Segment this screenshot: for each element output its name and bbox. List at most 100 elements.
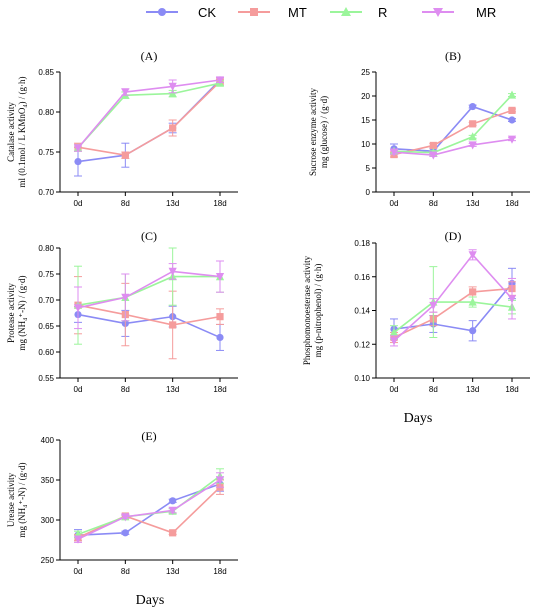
x-tick-label-e: 18d (213, 567, 226, 576)
point-mr (121, 513, 130, 522)
y-tick-label-c: 0.65 (38, 322, 54, 331)
point-mt (169, 124, 177, 132)
point-mt (169, 321, 177, 329)
y-tick-label-a: 0.80 (38, 108, 54, 117)
point-mr (468, 251, 477, 260)
y-tick-label-e: 400 (41, 436, 55, 445)
point-r (507, 90, 517, 99)
x-tick-label-d: 13d (466, 385, 479, 394)
x-tick-label-b: 18d (505, 199, 518, 208)
series-line-r (393, 94, 513, 154)
y-axis-label-e: mg (NH₄⁺-N) / (g·d) (17, 462, 27, 537)
y-tick-label-b: 5 (366, 164, 371, 173)
point-r (468, 297, 477, 306)
point-mr (73, 144, 83, 153)
legend-label-ck: CK (198, 5, 216, 20)
y-tick-label-c: 0.75 (38, 270, 54, 279)
x-tick-label-b: 8d (429, 199, 438, 208)
point-mr (429, 301, 438, 311)
panel-c: (C) 0.55 0.60 0.65 0.70 0.75 0.80 0d 8d 13d 18d Pro… (6, 229, 238, 394)
y-tick-label-c: 0.80 (38, 244, 54, 253)
point-r (389, 327, 399, 337)
legend-label-mr: MR (476, 5, 496, 20)
point-mr (468, 141, 477, 150)
series-line-r (77, 275, 220, 306)
legend-item-mt: MT (238, 5, 307, 20)
legend-marker-mt (250, 8, 258, 16)
point-mr (73, 535, 83, 544)
x-tick-label-a: 13d (166, 199, 179, 208)
series-line-mt (77, 486, 221, 539)
point-ck (169, 497, 177, 505)
x-tick-label-d: 0d (390, 385, 399, 394)
y-tick-label-c: 0.70 (38, 296, 54, 305)
series-mr-d (389, 249, 517, 347)
point-mr (168, 267, 177, 276)
y-axis-label-c: mg (NH₄⁺-N) / (g·d) (17, 275, 27, 350)
point-mt (121, 151, 129, 159)
days-label-bottom: Days (136, 593, 165, 608)
series-line-mr (77, 79, 221, 149)
series-mr-b (389, 135, 517, 160)
series-line-mt (77, 81, 221, 157)
panel-title-a: (A) (141, 49, 158, 63)
y-tick-label-e: 300 (41, 516, 55, 525)
y-tick-label-b: 20 (361, 92, 370, 101)
x-tick-label-a: 8d (121, 199, 130, 208)
series-line-mr (77, 479, 221, 540)
legend-label-mt: MT (288, 5, 307, 20)
y-tick-label-d: 0.16 (354, 273, 370, 282)
series-r-e (73, 468, 225, 539)
point-ck (469, 327, 477, 335)
point-mr (121, 88, 130, 97)
point-ck (216, 333, 224, 342)
point-r (468, 132, 477, 141)
y-tick-label-d: 0.18 (354, 239, 370, 248)
y-tick-label-a: 0.70 (38, 188, 54, 197)
point-mr (73, 304, 83, 313)
series-mt-b (390, 106, 516, 159)
point-mr (507, 135, 517, 144)
series-line-r (77, 82, 221, 149)
x-tick-label-c: 18d (213, 385, 226, 394)
series-mt-a (74, 78, 224, 159)
panel-d: (D) 0.10 0.12 0.14 0.16 0.18 0d 8d 13d 18d Phospho… (302, 229, 530, 394)
legend-item-mr: MR (422, 5, 496, 20)
y-tick-label-a: 0.85 (38, 68, 54, 77)
series-line-ck (77, 313, 221, 339)
x-tick-label-c: 0d (74, 385, 83, 394)
y-tick-label-d: 0.12 (354, 340, 370, 349)
series-line-mr (393, 253, 513, 342)
y-axis-label-c: Protease activity (6, 283, 16, 343)
x-tick-label-a: 18d (213, 199, 226, 208)
point-ck (121, 529, 129, 537)
series-line-ck (393, 282, 513, 332)
series-line-ck (77, 79, 221, 163)
series-line-mt (393, 287, 513, 339)
point-mr (121, 293, 130, 302)
series-line-mt (393, 109, 513, 156)
point-mt (508, 106, 516, 114)
series-line-mr (393, 138, 513, 156)
x-tick-label-d: 8d (429, 385, 438, 394)
panel-e: (E) 250 300 350 400 0d 8d 13d 18d Urease activity… (6, 429, 238, 576)
series-line-mt (77, 304, 221, 326)
y-axis-label-d: mg (p-nitrophenol) / (g·h) (313, 264, 323, 358)
y-axis-label-a: ml (0.1mol / L KMnO₄) / (g·h) (17, 76, 27, 187)
x-tick-label-d: 18d (505, 385, 518, 394)
point-mr (389, 337, 399, 346)
legend-label-r: R (378, 5, 387, 20)
legend-marker-ck (158, 8, 166, 16)
legend: CK MT R MR (146, 5, 496, 20)
series-line-r (77, 475, 221, 536)
legend-marker-mr (433, 8, 443, 17)
point-mr (215, 76, 225, 85)
legend-item-r: R (330, 5, 387, 20)
legend-item-ck: CK (146, 5, 216, 20)
x-tick-label-e: 0d (74, 567, 83, 576)
days-label-right: Days (404, 411, 433, 426)
panel-title-b: (B) (445, 49, 461, 63)
series-mr-a (73, 76, 225, 153)
point-ck (508, 116, 516, 124)
